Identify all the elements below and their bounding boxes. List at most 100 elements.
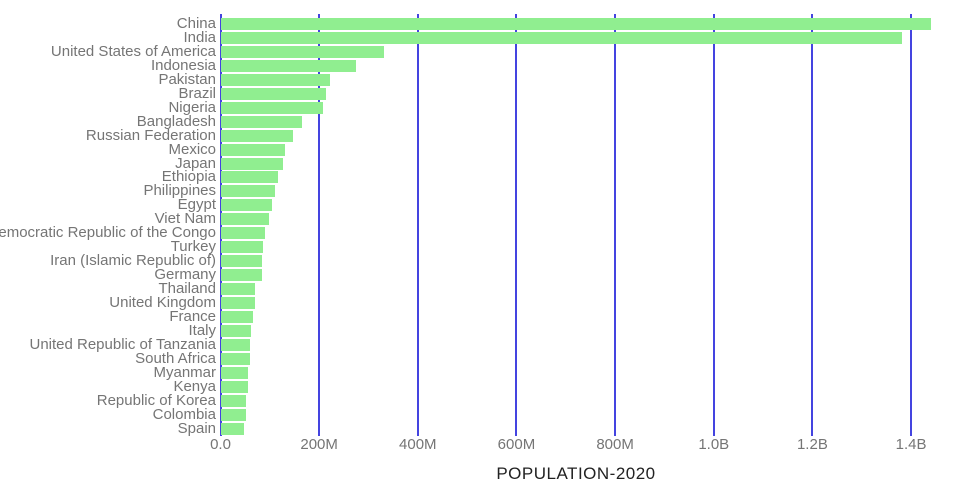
category-label: Turkey bbox=[0, 239, 216, 254]
bar-row: Kenya bbox=[0, 378, 960, 395]
population-bar bbox=[221, 199, 272, 211]
population-bar bbox=[221, 88, 326, 100]
gridline bbox=[416, 14, 419, 436]
population-bar bbox=[221, 381, 248, 393]
category-label: France bbox=[0, 309, 216, 324]
bar-row: South Africa bbox=[0, 350, 960, 367]
population-bar bbox=[221, 60, 356, 72]
x-tick-label: 400M bbox=[399, 436, 437, 453]
category-label: Ethiopia bbox=[0, 169, 216, 184]
category-label-text: Bangladesh bbox=[136, 113, 216, 130]
population-bar bbox=[221, 269, 263, 281]
category-label-text: Mexico bbox=[168, 141, 216, 158]
category-label: Thailand bbox=[0, 280, 216, 297]
bar-row: Brazil bbox=[0, 86, 960, 101]
population-bar bbox=[221, 32, 902, 44]
population-bar bbox=[221, 18, 931, 30]
category-label: Indonesia bbox=[0, 57, 216, 74]
gridline bbox=[614, 14, 617, 436]
category-label-text: Germany bbox=[154, 266, 216, 283]
category-label-text: Philippines bbox=[143, 182, 216, 199]
category-label-text: China bbox=[176, 15, 216, 32]
x-tick-label: 200M bbox=[300, 436, 338, 453]
population-bar bbox=[221, 144, 285, 156]
population-bar bbox=[221, 102, 323, 114]
bar-row: India bbox=[0, 30, 960, 45]
bar-row: Nigeria bbox=[0, 99, 960, 116]
category-label-text: Kenya bbox=[173, 378, 216, 395]
bar-row: Viet Nam bbox=[0, 210, 960, 227]
category-label-text: Russian Federation bbox=[85, 127, 216, 144]
bar-row: Iran (Islamic Republic of) bbox=[0, 252, 960, 269]
category-label-text: Viet Nam bbox=[154, 210, 216, 227]
population-bar bbox=[221, 283, 256, 295]
category-label-text: Thailand bbox=[158, 280, 216, 297]
population-bar bbox=[221, 325, 251, 337]
population-bar bbox=[221, 395, 247, 407]
bar-row: France bbox=[0, 309, 960, 324]
population-bar bbox=[221, 409, 247, 421]
category-label: United States of America bbox=[0, 44, 216, 59]
category-label: Viet Nam bbox=[0, 210, 216, 227]
category-label: Germany bbox=[0, 266, 216, 283]
x-tick-label: 1.2B bbox=[796, 436, 828, 453]
category-label: Egypt bbox=[0, 196, 216, 213]
bar-row: Pakistan bbox=[0, 71, 960, 88]
y-axis-line bbox=[219, 14, 222, 436]
population-bar bbox=[221, 339, 251, 351]
category-label: United Kingdom bbox=[0, 294, 216, 311]
category-label-text: Democratic Republic of the Congo bbox=[0, 224, 216, 241]
category-label: Iran (Islamic Republic of) bbox=[0, 252, 216, 269]
gridline bbox=[318, 14, 321, 436]
category-label: Republic of Korea bbox=[0, 392, 216, 409]
category-label-text: South Africa bbox=[135, 350, 216, 367]
category-label: Russian Federation bbox=[0, 127, 216, 144]
category-label-text: Iran (Islamic Republic of) bbox=[50, 252, 216, 269]
category-label-text: Egypt bbox=[177, 196, 216, 213]
x-tick-label: 1.0B bbox=[698, 436, 730, 453]
category-label-text: Indonesia bbox=[150, 57, 216, 74]
bar-row: Mexico bbox=[0, 141, 960, 158]
category-label-text: Republic of Korea bbox=[96, 392, 216, 409]
category-label: Pakistan bbox=[0, 71, 216, 88]
population-bar bbox=[221, 171, 278, 183]
population-bar bbox=[221, 367, 248, 379]
population-bar bbox=[221, 311, 254, 323]
population-bar bbox=[221, 297, 255, 309]
population-bar bbox=[221, 185, 276, 197]
category-label-text: United Kingdom bbox=[109, 294, 216, 311]
category-label: India bbox=[0, 30, 216, 45]
category-label-text: Nigeria bbox=[168, 99, 216, 116]
bar-row: Indonesia bbox=[0, 57, 960, 74]
population-bar bbox=[221, 227, 266, 239]
population-bar bbox=[221, 74, 330, 86]
category-label: Nigeria bbox=[0, 99, 216, 116]
category-label: Brazil bbox=[0, 86, 216, 101]
category-label: Spain bbox=[0, 420, 216, 437]
x-tick-label: 1.4B bbox=[895, 436, 927, 453]
bar-row: Japan bbox=[0, 156, 960, 171]
population-bar bbox=[221, 46, 385, 58]
gridline bbox=[910, 14, 913, 436]
category-label: Kenya bbox=[0, 378, 216, 395]
population-bar bbox=[221, 255, 263, 267]
bar-row: Bangladesh bbox=[0, 113, 960, 130]
category-label-text: United Republic of Tanzania bbox=[29, 336, 216, 353]
category-label-text: Spain bbox=[177, 420, 216, 437]
bar-row: United Kingdom bbox=[0, 294, 960, 311]
category-label: Colombia bbox=[0, 407, 216, 422]
bar-row: Republic of Korea bbox=[0, 392, 960, 409]
population-bar bbox=[221, 130, 293, 142]
population-bar bbox=[221, 241, 263, 253]
bar-row: Thailand bbox=[0, 280, 960, 297]
gridline bbox=[712, 14, 715, 436]
category-label-text: Pakistan bbox=[158, 71, 216, 88]
bar-row: Myanmar bbox=[0, 365, 960, 380]
bar-row: Spain bbox=[0, 420, 960, 437]
population-bar bbox=[221, 213, 269, 225]
population-bar bbox=[221, 353, 251, 365]
population-bar bbox=[221, 158, 284, 170]
bar-row: Russian Federation bbox=[0, 127, 960, 144]
gridline bbox=[811, 14, 814, 436]
